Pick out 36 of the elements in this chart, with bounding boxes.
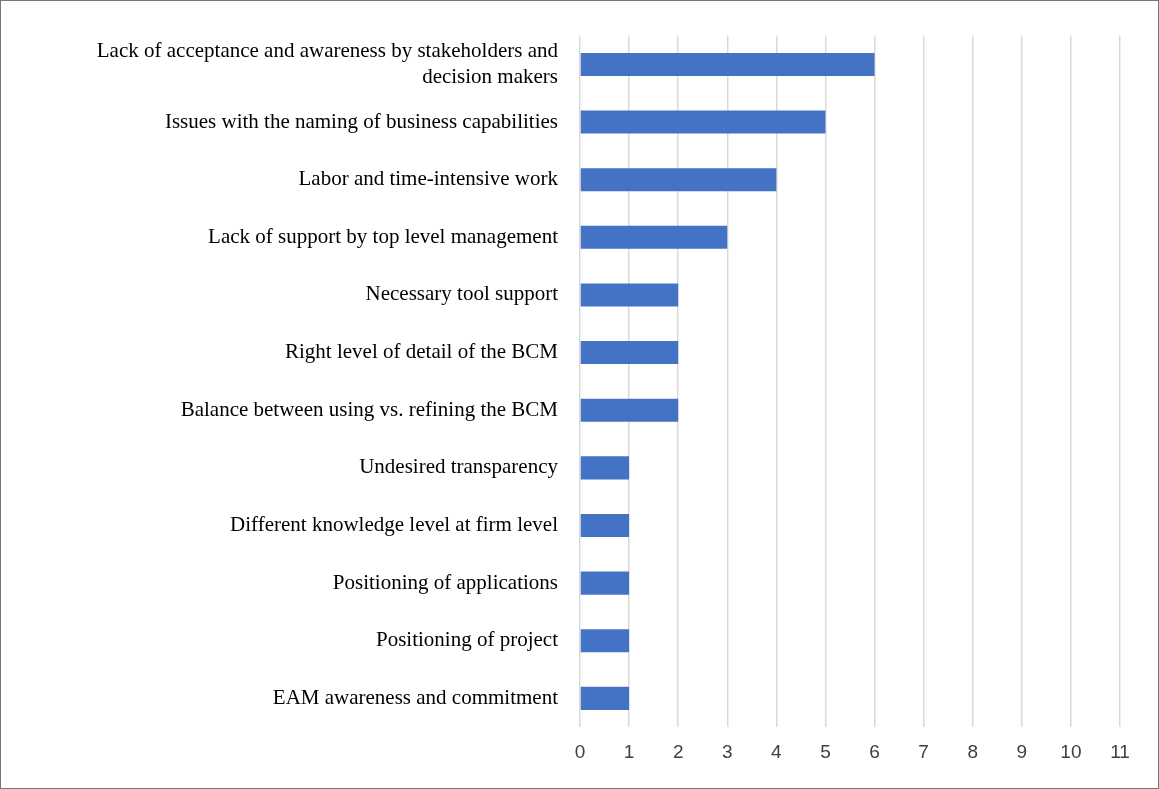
y-tick-label: Right level of detail of the BCM [285,339,559,364]
x-tick-label: 11 [1110,740,1130,762]
x-tick-label: 0 [574,740,586,762]
bar [580,686,630,710]
bar [580,571,630,595]
x-tick-label: 8 [967,740,979,762]
bar [580,283,679,307]
bar [580,513,630,538]
x-tick-label: 7 [918,740,929,762]
x-tick-label: 10 [1060,740,1082,762]
y-tick-label: EAM awareness and commitment [272,684,559,709]
y-tick-label: Balance between using vs. refining the BCM [180,396,559,421]
y-tick-label: Lack of acceptance and awareness by stakeholders and decision makers [96,38,559,88]
y-tick-label: Positioning of applications [332,569,558,594]
y-tick-label: Necessary tool support [365,281,559,306]
y-tick-label: Labor and time-intensive work [298,166,559,191]
x-tick-label: 5 [820,740,831,762]
y-tick-label: Different knowledge level at firm level [230,512,559,536]
x-tick-label: 4 [771,740,783,762]
bar [580,456,630,480]
x-tick-label: 6 [869,740,880,762]
x-tick-label: 3 [721,740,733,762]
x-tick-label: 2 [672,740,684,762]
y-tick-label: Positioning of project [376,627,559,652]
bar [580,168,777,192]
y-tick-label: Undesired transparency [359,454,559,479]
x-tick-label: 1 [623,740,635,762]
bar [580,629,630,653]
x-tick-label: 9 [1016,740,1028,762]
bar [580,225,728,249]
y-tick-label: Lack of support by top level management [208,223,559,248]
y-tick-label: Issues with the naming of business capabilities [164,108,558,133]
bar [580,52,875,76]
bar [580,341,679,365]
bar [580,110,826,134]
bar [580,398,679,422]
